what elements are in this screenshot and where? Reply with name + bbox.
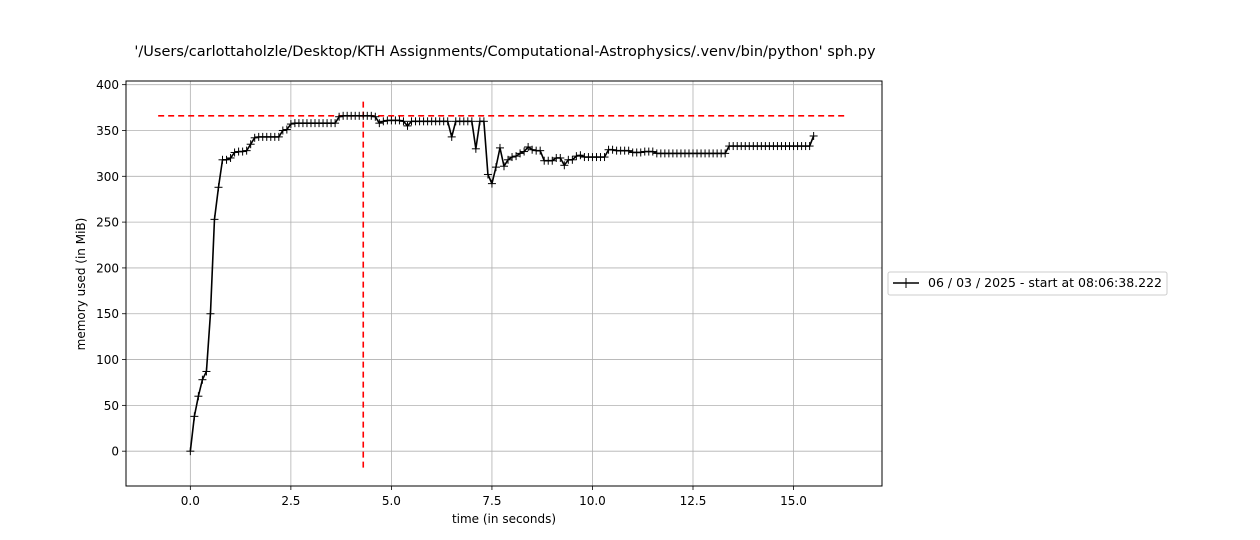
data-point-marker [524, 142, 533, 151]
data-point-marker [487, 179, 496, 188]
data-point-marker [186, 447, 195, 456]
y-tick-label: 150 [96, 307, 119, 321]
data-point-marker [483, 170, 492, 179]
data-point-marker [608, 145, 617, 154]
data-point-marker [214, 183, 223, 192]
data-point-marker [479, 117, 488, 126]
data-point-marker [198, 375, 207, 384]
data-point-marker [379, 117, 388, 126]
data-point-marker [721, 149, 730, 158]
data-point-marker [512, 152, 521, 161]
data-point-marker [278, 126, 287, 135]
data-point-marker [226, 153, 235, 162]
data-point-marker [495, 143, 504, 152]
data-point-marker [636, 148, 645, 157]
y-tick-label: 200 [96, 261, 119, 275]
data-point-marker [504, 155, 513, 164]
data-point-marker [282, 125, 291, 134]
data-point-marker [274, 132, 283, 141]
data-point-marker [242, 146, 251, 155]
data-point-marker [250, 133, 259, 142]
data-point-marker [375, 119, 384, 128]
chart-title: '/Users/carlottaholzle/Desktop/KTH Assig… [134, 44, 876, 60]
x-tick-label: 2.5 [281, 494, 300, 508]
legend-entry-label: 06 / 03 / 2025 - start at 08:06:38.222 [928, 275, 1162, 290]
data-point-marker [210, 215, 219, 224]
legend: 06 / 03 / 2025 - start at 08:06:38.222 [887, 271, 1168, 296]
data-point-marker [222, 155, 231, 164]
plot-frame [125, 80, 883, 487]
y-tick-label: 0 [111, 445, 119, 459]
data-point-marker [371, 112, 380, 121]
x-tick-label: 5.0 [382, 494, 401, 508]
data-point-marker [624, 146, 633, 155]
data-point-marker [447, 132, 456, 141]
data-point-marker [516, 149, 525, 158]
data-point-marker [536, 146, 545, 155]
data-point-marker [190, 412, 199, 421]
data-point-marker [286, 120, 295, 129]
data-point-marker [491, 163, 500, 172]
x-axis-ticks: 0.0 2.5 5.0 7.5 10.0 12.5 15.0 [181, 486, 807, 508]
data-point-marker [508, 153, 517, 162]
data-point-marker [576, 151, 585, 160]
y-tick-label: 250 [96, 216, 119, 230]
data-point-marker [568, 155, 577, 164]
data-point-marker [548, 156, 557, 165]
data-point-marker [202, 367, 211, 376]
y-axis-ticks: 0 50 100 150 200 250 300 350 400 [96, 78, 126, 459]
y-tick-label: 350 [96, 124, 119, 138]
data-point-marker [238, 147, 247, 156]
data-point-marker [399, 117, 408, 126]
data-point-marker [560, 161, 569, 170]
data-point-marker [467, 117, 476, 126]
data-point-marker [403, 121, 412, 130]
x-tick-label: 12.5 [680, 494, 707, 508]
data-point-marker [500, 162, 508, 171]
data-point-marker [194, 392, 203, 401]
y-tick-label: 400 [96, 78, 119, 92]
x-tick-label: 10.0 [579, 494, 606, 508]
grid [126, 81, 882, 486]
data-point-marker [805, 142, 814, 151]
x-tick-label: 15.0 [780, 494, 807, 508]
data-point-marker [367, 111, 376, 120]
reference-lines [158, 99, 846, 468]
data-point-marker [246, 140, 255, 149]
data-point-marker [230, 148, 239, 157]
y-tick-label: 50 [104, 399, 119, 413]
data-point-marker [528, 145, 537, 154]
data-point-marker [572, 152, 581, 161]
legend-box [887, 271, 1168, 296]
data-point-marker [471, 144, 480, 153]
y-tick-label: 100 [96, 353, 119, 367]
data-series [186, 111, 818, 456]
data-point-marker [556, 153, 565, 162]
data-point-marker [600, 153, 609, 162]
data-point-marker [395, 116, 404, 125]
y-axis-label: memory used (in MiB) [74, 218, 88, 351]
data-point-marker [443, 117, 452, 126]
data-point-marker [809, 131, 818, 140]
x-tick-label: 0.0 [181, 494, 200, 508]
data-point-marker [520, 147, 529, 156]
y-tick-label: 300 [96, 170, 119, 184]
data-point-marker [335, 112, 344, 121]
data-point-marker [648, 147, 657, 156]
x-tick-label: 7.5 [482, 494, 501, 508]
data-point-marker [331, 119, 340, 128]
x-axis-label: time (in seconds) [452, 512, 556, 526]
data-point-marker [206, 309, 215, 318]
